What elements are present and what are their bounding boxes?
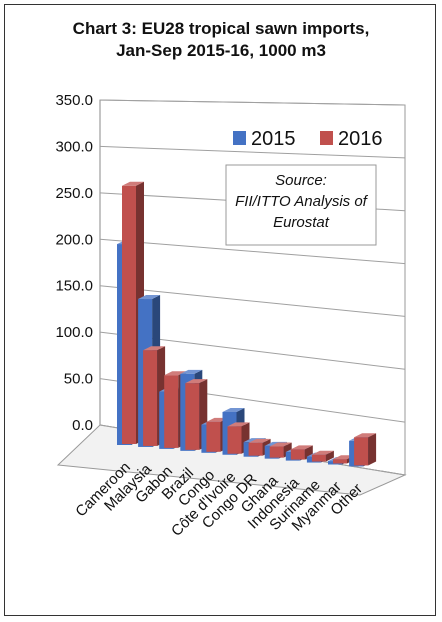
source-annotation: Source: FII/ITTO Analysis of Eurostat	[225, 164, 377, 246]
y-tick-label: 150.0	[55, 278, 93, 295]
legend-label-2016: 2016	[338, 128, 383, 150]
y-tick-label: 350.0	[55, 92, 93, 109]
bars	[117, 181, 377, 467]
chart-title: Chart 3: EU28 tropical sawn imports, Jan…	[0, 18, 442, 62]
bar-2016-cote-d-ivoire	[227, 422, 250, 454]
y-tick-label: 50.0	[64, 371, 93, 388]
bar-2016-other	[354, 433, 377, 466]
y-tick-label: 250.0	[55, 185, 93, 202]
gridline	[99, 238, 406, 265]
y-tick-label: 0.0	[72, 417, 93, 434]
gridline	[99, 145, 406, 159]
source-annotation-line-2: FII/ITTO Analysis of	[235, 193, 369, 210]
chart-title-line-2: Jan-Sep 2015-16, 1000 m3	[116, 41, 326, 60]
gridline	[99, 285, 406, 317]
legend-label-2015: 2015	[251, 128, 296, 150]
y-tick-label: 300.0	[55, 138, 93, 155]
gridline	[99, 99, 406, 106]
source-annotation-line-1: Source:	[275, 172, 327, 189]
y-tick-label: 100.0	[55, 324, 93, 341]
source-annotation-box	[225, 164, 377, 246]
legend: 2015 2016	[233, 128, 383, 150]
legend-swatch-2016	[320, 131, 333, 145]
y-axis-tick-labels: 0.0 50.0 100.0 150.0 200.0 250.0 300.0 350.0	[55, 92, 93, 434]
legend-swatch-2015	[233, 131, 246, 145]
source-annotation-line-3: Eurostat	[273, 214, 330, 231]
chart-title-line-1: Chart 3: EU28 tropical sawn imports,	[72, 19, 370, 38]
bar-2016-suriname	[311, 450, 334, 462]
y-tick-label: 200.0	[55, 231, 93, 248]
